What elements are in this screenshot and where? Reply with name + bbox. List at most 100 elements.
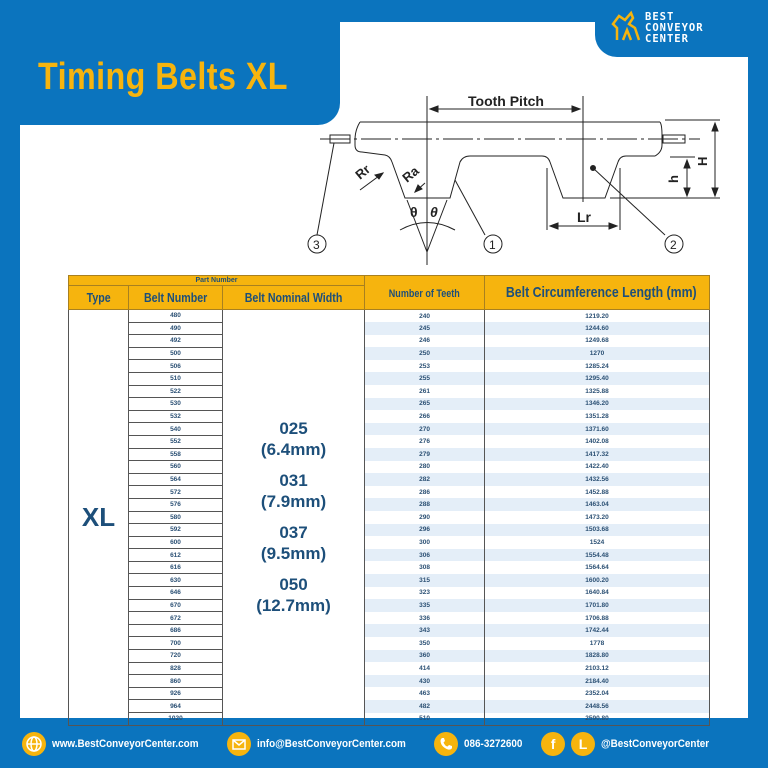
circumference-cell: 2448.56: [484, 699, 711, 713]
tension-member-right: [662, 134, 686, 144]
width-code: 037: [279, 523, 308, 543]
circumference-cell: 1778: [484, 636, 711, 650]
table-row: 964 482 2448.56: [69, 699, 711, 713]
belt-tooth-diagram: Tooth Pitch Lr h H Rr Ra θ θ 3 1 2: [307, 93, 720, 265]
table-row: 576 288 1463.04: [69, 497, 711, 512]
circumference-cell: 1270: [484, 347, 711, 360]
width-option: 025 (6.4mm): [223, 418, 364, 460]
table-row: 522 261 1325.88: [69, 384, 711, 399]
callout-3: 3: [313, 238, 320, 252]
belt-number-cell: 672: [128, 611, 223, 625]
belt-number-cell: 580: [128, 510, 223, 525]
teeth-cell: 266: [364, 410, 486, 423]
belt-number-cell: 926: [128, 686, 223, 701]
width-code: 031: [279, 471, 308, 491]
circumference-cell: 1473.20: [484, 511, 711, 524]
table-row: 592 296 1503.68: [69, 523, 711, 537]
table-row: 860 430 2184.40: [69, 674, 711, 688]
table-row: 580 290 1473.20: [69, 510, 711, 525]
belt-number-cell: 700: [128, 636, 223, 651]
circumference-cell: 1371.60: [484, 422, 711, 436]
social-handle[interactable]: @BestConveyorCenter: [601, 738, 710, 750]
page-title: Timing Belts XL: [38, 56, 288, 98]
table-row: 552 276 1402.08: [69, 434, 711, 449]
circumference-cell: 1706.88: [484, 611, 711, 625]
mail-icon: [226, 732, 251, 756]
circumference-cell: 2184.40: [484, 674, 711, 688]
table-row: 670 335 1701.80: [69, 598, 711, 613]
belt-number-cell: 492: [128, 334, 223, 348]
belt-number-cell: 572: [128, 485, 223, 499]
width-option: 031 (7.9mm): [223, 470, 364, 512]
teeth-cell: 306: [364, 548, 486, 562]
circumference-cell: 1295.40: [484, 372, 711, 386]
ra-label: Ra: [399, 163, 422, 186]
teeth-header: Number of Teeth: [364, 275, 486, 310]
belt-number-cell: 1020: [128, 712, 223, 726]
logo-line-1: BEST: [645, 11, 675, 23]
table-row: 558 279 1417.32: [69, 447, 711, 462]
belt-number-cell: 558: [128, 447, 223, 462]
theta-right: θ: [430, 204, 438, 220]
type-cell: XL: [68, 309, 129, 726]
teeth-cell: 323: [364, 586, 486, 600]
circumference-cell: 1244.60: [484, 322, 711, 335]
table-row: 564 282 1432.56: [69, 472, 711, 487]
width-header: Belt Nominal Width: [221, 285, 366, 310]
teeth-cell: 282: [364, 473, 486, 486]
teeth-cell: 360: [364, 649, 486, 663]
phone-icon: [434, 732, 459, 756]
email-link[interactable]: info@BestConveyorCenter.com: [256, 738, 406, 750]
teeth-cell: 279: [364, 448, 486, 461]
logo-line-3: CENTER: [645, 33, 689, 45]
phone-number[interactable]: 086-3272600: [464, 738, 523, 750]
circumference-cell: 2590.80: [484, 712, 711, 726]
tooth-pitch-label: Tooth Pitch: [468, 93, 544, 109]
belt-number-cell: 522: [128, 384, 223, 399]
belt-number-header: Belt Number: [128, 285, 223, 310]
teeth-cell: 350: [364, 636, 486, 650]
table-row: 630 315 1600.20: [69, 573, 711, 588]
belt-number-cell: 532: [128, 409, 223, 424]
belt-number-cell: 964: [128, 699, 223, 713]
table-row: 540 270 1371.60: [69, 422, 711, 436]
teeth-cell: 430: [364, 674, 486, 688]
website-link[interactable]: www.BestConveyorCenter.com: [52, 738, 199, 750]
teeth-cell: 255: [364, 372, 486, 386]
teeth-cell: 336: [364, 611, 486, 625]
teeth-cell: 240: [364, 309, 486, 323]
circumference-cell: 1742.44: [484, 624, 711, 637]
circumference-cell: 1249.68: [484, 334, 711, 348]
width-mm: (9.5mm): [260, 544, 327, 564]
circumference-cell: 1325.88: [484, 385, 711, 398]
belt-number-cell: 630: [128, 573, 223, 588]
circumference-cell: 1524: [484, 536, 711, 549]
teeth-cell: 288: [364, 498, 486, 511]
circumference-cell: 1346.20: [484, 397, 711, 411]
teeth-cell: 510: [364, 712, 486, 726]
belt-number-cell: 600: [128, 535, 223, 550]
teeth-cell: 280: [364, 460, 486, 474]
belt-number-cell: 720: [128, 649, 223, 663]
belt-number-cell: 686: [128, 623, 223, 638]
facebook-icon[interactable]: f: [541, 732, 566, 756]
teeth-cell: 246: [364, 334, 486, 348]
belt-number-cell: 612: [128, 548, 223, 562]
circumference-cell: 1828.80: [484, 649, 711, 663]
table-row: 612 306 1554.48: [69, 548, 711, 562]
table-row: 616 308 1564.64: [69, 560, 711, 575]
teeth-cell: 270: [364, 422, 486, 436]
belt-number-cell: 576: [128, 497, 223, 512]
teeth-cell: 482: [364, 699, 486, 713]
line-icon[interactable]: L: [571, 732, 596, 756]
title-block: Timing Belts XL: [0, 0, 340, 125]
circumference-cell: 1554.48: [484, 548, 711, 562]
circumference-cell: 1452.88: [484, 485, 711, 499]
teeth-cell: 296: [364, 523, 486, 537]
table-row: 672 336 1706.88: [69, 611, 711, 625]
table-row: 560 280 1422.40: [69, 460, 711, 474]
H-label: H: [695, 157, 710, 166]
timing-belt-spec-table: Part Number Number of Teeth Belt Circumf…: [67, 275, 711, 726]
circumference-cell: 1351.28: [484, 410, 711, 423]
table-row: 506 253 1285.24: [69, 359, 711, 373]
